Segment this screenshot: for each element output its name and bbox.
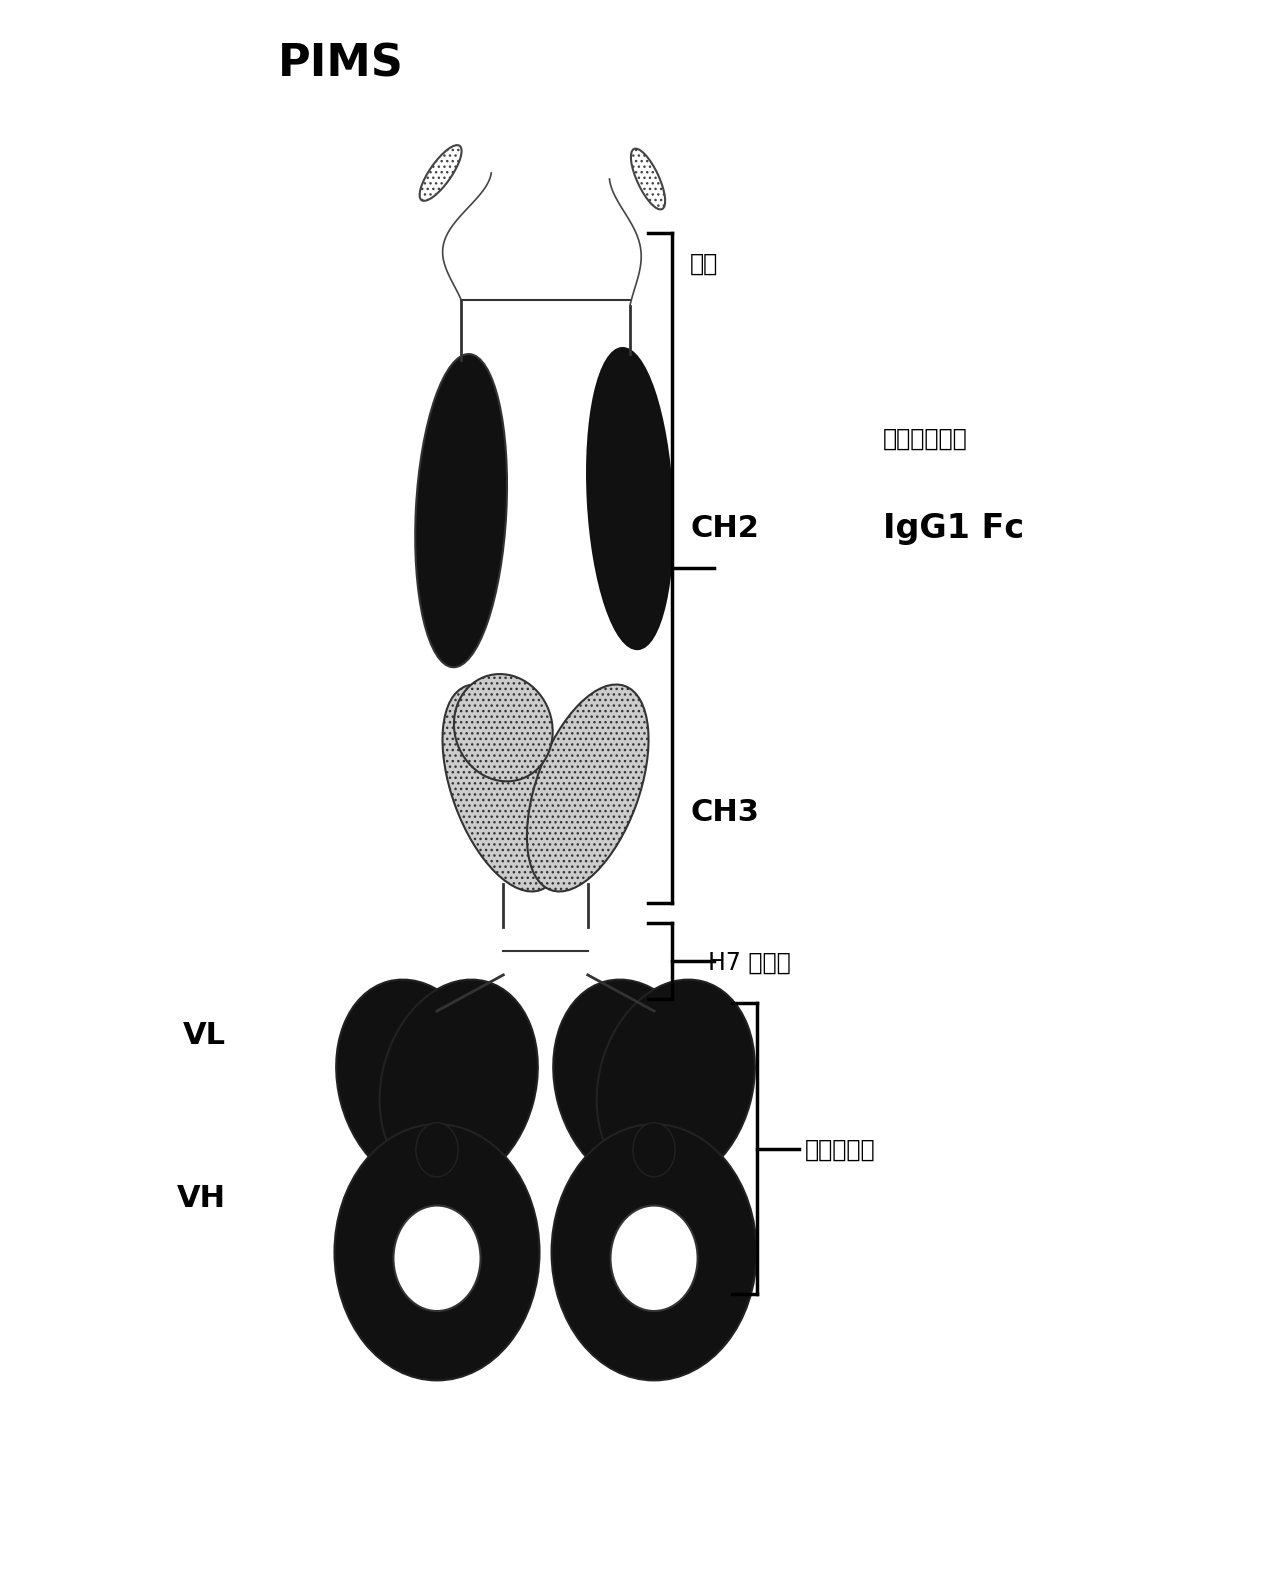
Ellipse shape [610,1206,697,1311]
Ellipse shape [526,684,648,892]
Text: CH3: CH3 [691,797,759,827]
Text: H7 连接子: H7 连接子 [709,950,791,976]
Ellipse shape [443,684,564,892]
Text: 钰链: 钰链 [691,252,719,276]
Ellipse shape [416,1122,458,1177]
Ellipse shape [335,1124,539,1381]
Ellipse shape [455,675,552,782]
Ellipse shape [336,980,494,1187]
Text: VH: VH [660,1184,709,1212]
Text: 结合结构域: 结合结构域 [805,1138,876,1162]
Ellipse shape [630,148,665,210]
Ellipse shape [415,355,507,667]
Text: VL: VL [660,1021,704,1050]
Ellipse shape [380,980,538,1187]
Ellipse shape [420,145,462,200]
Text: IgG1 Fc: IgG1 Fc [883,512,1025,545]
Text: VL: VL [182,1021,226,1050]
Ellipse shape [597,980,755,1187]
Text: VH: VH [177,1184,226,1212]
Text: 效应器结构域: 效应器结构域 [883,426,968,451]
Ellipse shape [633,1122,675,1177]
Ellipse shape [553,980,711,1187]
Ellipse shape [393,1206,480,1311]
Text: CH2: CH2 [691,514,759,544]
Text: PIMS: PIMS [277,43,403,87]
Ellipse shape [552,1124,756,1381]
Ellipse shape [587,348,673,649]
